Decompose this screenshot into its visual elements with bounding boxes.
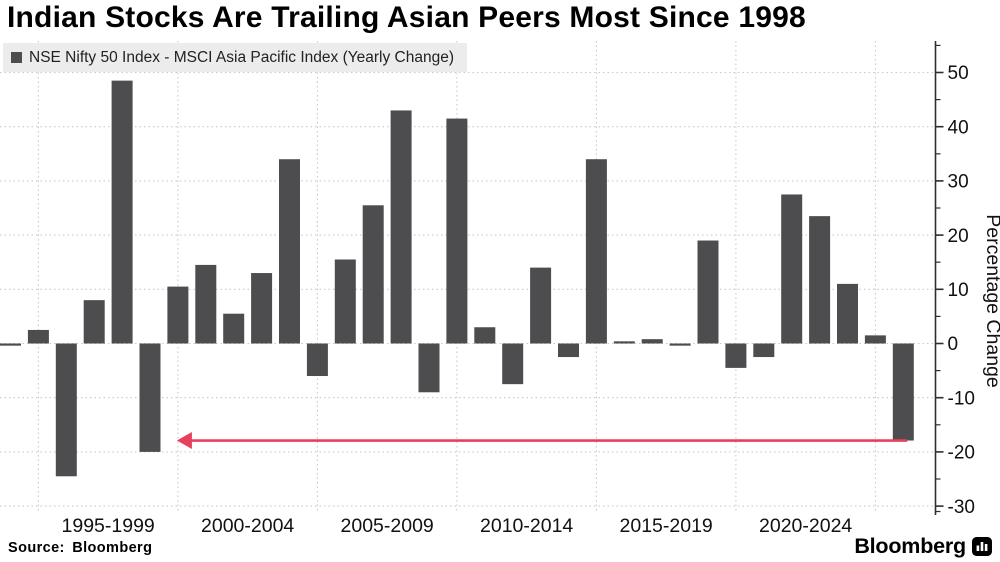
bar-2025 — [892, 343, 914, 441]
bar-1995 — [55, 343, 77, 477]
bloomberg-terminal-icon — [972, 537, 992, 556]
bar-2002 — [251, 273, 273, 344]
legend: NSE Nifty 50 Index - MSCI Asia Pacific I… — [3, 43, 468, 72]
x-group-label: 2010-2014 — [480, 515, 573, 537]
bar-2015 — [613, 341, 635, 344]
bar-2010 — [474, 327, 496, 344]
bar-1999 — [167, 286, 189, 344]
y-axis-title: Percentage Change — [982, 214, 1000, 387]
bar-2019 — [725, 343, 747, 368]
y-tick-label-50: 50 — [948, 63, 969, 84]
bar-1996 — [83, 300, 105, 344]
y-tick-label--10: -10 — [948, 388, 975, 409]
bar-1993 — [0, 343, 21, 346]
x-group-label: 1995-1999 — [62, 515, 155, 537]
legend-label: NSE Nifty 50 Index - MSCI Asia Pacific I… — [29, 48, 455, 66]
y-tick-label-0: 0 — [948, 334, 959, 355]
bar-1997 — [111, 80, 133, 344]
bar-2020 — [753, 343, 775, 358]
bloomberg-logo: Bloomberg — [854, 534, 992, 559]
bar-2021 — [781, 194, 803, 344]
bar-1998 — [139, 343, 161, 452]
bar-2013 — [558, 343, 579, 358]
bar-2023 — [837, 283, 858, 344]
source-text: Source: Bloomberg — [8, 540, 153, 556]
bar-2003 — [279, 159, 300, 344]
bar-2011 — [502, 343, 524, 385]
x-group-label: 2000-2004 — [201, 515, 294, 537]
x-group-label: 2005-2009 — [341, 515, 434, 537]
y-tick-label-40: 40 — [948, 117, 969, 138]
x-group-label: 2020-2024 — [759, 515, 852, 537]
bar-1994 — [27, 329, 49, 344]
annotation-arrowhead-icon — [176, 432, 192, 450]
y-tick-label-20: 20 — [948, 226, 969, 247]
bar-2014 — [585, 159, 607, 344]
bar-2012 — [530, 267, 552, 344]
bar-2009 — [446, 118, 468, 344]
bar-2005 — [334, 259, 356, 344]
bar-2004 — [306, 343, 328, 377]
bar-2024 — [864, 335, 886, 344]
y-tick-label--30: -30 — [948, 497, 975, 518]
bar-2006 — [362, 205, 384, 344]
bar-2016 — [641, 339, 663, 344]
legend-swatch-icon — [11, 52, 22, 63]
y-tick-label--20: -20 — [948, 443, 975, 464]
bloomberg-wordmark: Bloomberg — [854, 534, 966, 558]
bar-2022 — [809, 216, 831, 344]
bar-2017 — [669, 343, 691, 346]
bar-2007 — [390, 110, 412, 344]
chart-title: Indian Stocks Are Trailing Asian Peers M… — [7, 1, 806, 34]
bar-2018 — [697, 240, 719, 344]
y-tick-label-30: 30 — [948, 172, 969, 193]
bar-2008 — [418, 343, 440, 393]
bar-2001 — [223, 313, 245, 344]
bar-2000 — [195, 264, 217, 344]
y-tick-label-10: 10 — [948, 280, 969, 301]
x-group-label: 2015-2019 — [620, 515, 713, 537]
